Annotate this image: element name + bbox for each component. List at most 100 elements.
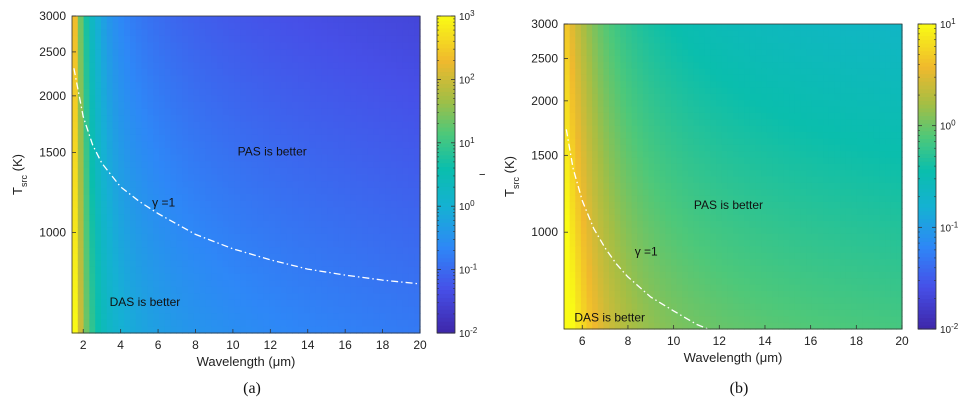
heatmap-cell [193, 68, 201, 77]
heatmap-cell [671, 49, 678, 57]
heatmap-cell [304, 121, 311, 129]
heatmap-cell [744, 112, 751, 120]
heatmap-cell [727, 240, 734, 247]
heatmap-cell [580, 316, 588, 324]
heatmap-cell [246, 88, 253, 96]
heatmap-cell [665, 144, 672, 152]
heatmap-cell [727, 151, 734, 159]
heatmap-cell [586, 132, 593, 139]
heatmap-cell [778, 144, 785, 152]
heatmap-cell [124, 326, 131, 334]
heatmap-cell [637, 189, 644, 197]
heatmap-cell [356, 299, 363, 308]
heatmap-cell [211, 326, 218, 334]
heatmap-cell [603, 189, 610, 197]
heatmap-cell [147, 306, 154, 314]
heatmap-cell [95, 42, 102, 50]
heatmap-cell [755, 138, 762, 146]
heatmap-cell [188, 128, 195, 136]
heatmap-cell [402, 141, 409, 149]
heatmap-cell [659, 240, 666, 247]
colorbar-segment [437, 289, 455, 294]
heatmap-cell [77, 207, 85, 215]
heatmap-cell [141, 141, 148, 149]
heatmap-cell [228, 161, 235, 169]
x-tick-label: 18 [376, 338, 390, 352]
heatmap-cell [234, 35, 241, 44]
colorbar-segment [437, 23, 455, 29]
heatmap-cell [761, 106, 768, 114]
heatmap-cell [106, 260, 114, 268]
heatmap-cell [716, 208, 723, 216]
heatmap-cell [112, 227, 119, 235]
heatmap-cell [665, 303, 672, 311]
heatmap-cell [609, 93, 616, 101]
heatmap-cell [141, 233, 148, 242]
heatmap-cell [344, 200, 351, 209]
heatmap-cell [193, 220, 201, 228]
heatmap-cell [642, 43, 650, 51]
heatmap-cell [292, 174, 299, 182]
heatmap-cell [642, 157, 650, 165]
heatmap-cell [112, 293, 119, 301]
heatmap-cell [710, 309, 717, 317]
heatmap-cell [755, 252, 762, 260]
heatmap-cell [356, 293, 363, 301]
heatmap-cell [744, 157, 751, 165]
heatmap-cell [309, 207, 317, 215]
heatmap-cell [118, 121, 125, 129]
heatmap-cell [778, 284, 785, 292]
heatmap-cell [147, 154, 154, 162]
heatmap-cell [89, 95, 96, 103]
colorbar-segment [437, 214, 455, 219]
heatmap-cell [693, 55, 700, 63]
heatmap-cell [671, 208, 678, 216]
heatmap-cell [130, 299, 137, 308]
heatmap-cell [153, 154, 160, 162]
heatmap-cell [379, 88, 386, 96]
heatmap-cell [625, 316, 633, 324]
heatmap-cell [333, 55, 340, 63]
heatmap-cell [396, 187, 404, 195]
heatmap-cell [586, 157, 593, 165]
heatmap-cell [211, 214, 218, 222]
heatmap-cell [344, 108, 351, 116]
heatmap-cell [580, 30, 588, 38]
heatmap-cell [222, 121, 230, 129]
heatmap-cell [269, 200, 276, 209]
heatmap-cell [385, 293, 392, 301]
heatmap-cell [631, 271, 638, 279]
heatmap-cell [286, 174, 293, 182]
heatmap-cell [637, 43, 644, 51]
heatmap-cell [721, 93, 728, 101]
heatmap-cell [755, 163, 762, 171]
heatmap-cell [350, 95, 357, 103]
heatmap-cell [379, 207, 386, 215]
heatmap-cell [199, 22, 206, 30]
heatmap-cell [586, 144, 593, 152]
heatmap-cell [569, 227, 576, 235]
heatmap-cell [625, 125, 633, 133]
heatmap-cell [170, 260, 177, 268]
heatmap-cell [141, 194, 148, 202]
heatmap-cell [89, 35, 96, 44]
heatmap-cell [391, 115, 398, 123]
heatmap-cell [118, 167, 125, 176]
heatmap-cell [124, 273, 131, 281]
colorbar-segment [437, 293, 455, 298]
heatmap-cell [217, 161, 224, 169]
heatmap-cell [631, 62, 638, 70]
heatmap-cell [631, 303, 638, 311]
heatmap-cell [292, 260, 299, 268]
colorbar-segment [437, 190, 455, 195]
heatmap-cell [575, 163, 582, 171]
heatmap-cell [379, 101, 386, 110]
heatmap-cell [170, 68, 177, 77]
heatmap-cell [228, 55, 235, 63]
heatmap-cell [257, 260, 264, 268]
heatmap-cell [176, 62, 183, 70]
heatmap-cell [659, 119, 666, 127]
heatmap-cell [112, 101, 119, 110]
heatmap-cell [749, 252, 757, 260]
heatmap-cell [141, 319, 148, 327]
